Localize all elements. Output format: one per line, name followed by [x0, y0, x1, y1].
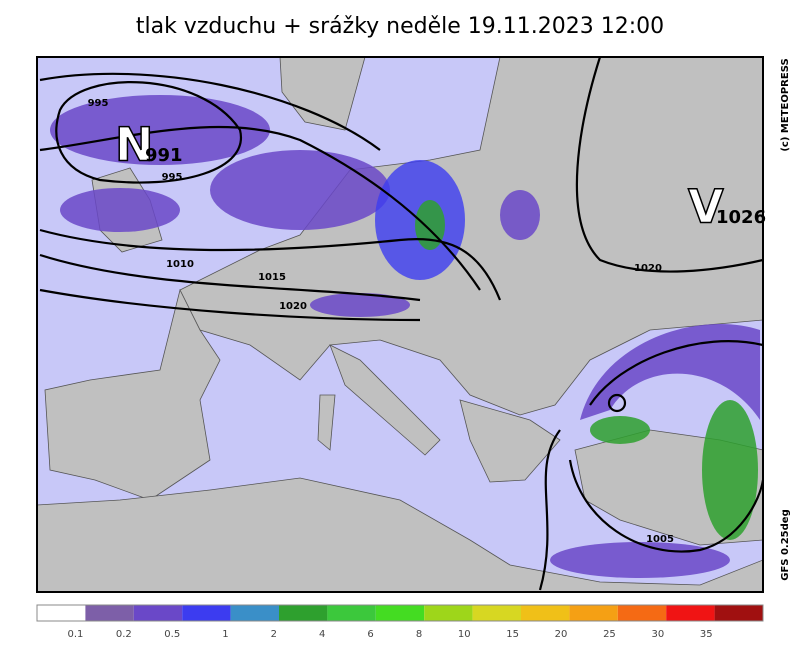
precipitation — [50, 95, 760, 578]
map-frame — [36, 56, 764, 593]
color-legend: 0.1 0.2 0.5 1 2 4 6 8 10 15 20 25 30 35 — [36, 604, 764, 640]
legend-swatch — [182, 605, 231, 621]
isobars — [39, 56, 765, 591]
legend-swatch — [617, 605, 667, 621]
land — [44, 288, 221, 501]
legend-label: 15 — [506, 629, 519, 640]
legend-label: 8 — [416, 629, 422, 640]
land — [459, 399, 561, 483]
legend-label: 25 — [603, 629, 616, 640]
legend-swatch — [133, 605, 183, 621]
isobar-label: 995 — [162, 172, 183, 183]
legend-label: 35 — [700, 629, 713, 640]
isobar-label: 1005 — [646, 534, 674, 545]
legend-swatch — [424, 605, 473, 621]
legend-swatch — [521, 605, 570, 621]
legend-label: 10 — [458, 629, 471, 640]
legend-label: 6 — [367, 629, 373, 640]
copyright: (c) METEOPRESS — [780, 58, 791, 151]
isobar-label: 1020 — [634, 263, 662, 274]
legend-swatch — [666, 605, 715, 621]
legend-label: 30 — [651, 629, 664, 640]
legend-swatch — [375, 605, 425, 621]
high-letter: V — [688, 180, 724, 234]
low-value: 991 — [145, 145, 183, 166]
legend-label: 1 — [222, 629, 228, 640]
legend-label: 2 — [271, 629, 277, 640]
legend-label: 0.5 — [164, 629, 180, 640]
isobar-labels: 995 995 1010 1015 1020 1020 1005 — [88, 98, 674, 545]
isobar-label: 1010 — [166, 259, 194, 270]
high-value: 1026 — [716, 207, 766, 228]
land — [179, 56, 764, 416]
legend-label: 4 — [319, 629, 325, 640]
land — [329, 344, 441, 456]
legend-swatch — [230, 605, 279, 621]
isobar-label: 1015 — [258, 272, 286, 283]
isobar-label: 1020 — [279, 301, 307, 312]
legend-swatch — [37, 605, 86, 621]
legend-swatch — [279, 605, 328, 621]
legend-swatch — [472, 605, 521, 621]
isobar-label: 995 — [88, 98, 109, 109]
legend-label: 0.1 — [67, 629, 83, 640]
legend-label: 0.2 — [116, 629, 132, 640]
map — [36, 56, 765, 593]
legend-swatch — [569, 605, 618, 621]
map-title: tlak vzduchu + srážky neděle 19.11.2023 … — [136, 14, 664, 39]
legend-frame — [36, 604, 764, 622]
legend-label: 20 — [555, 629, 568, 640]
legend-swatch — [85, 605, 134, 621]
model-name: GFS 0.25deg — [780, 509, 791, 581]
low-letter: N — [115, 118, 154, 172]
legend-swatch — [327, 605, 376, 621]
land — [317, 394, 336, 451]
legend-swatch — [714, 605, 763, 621]
